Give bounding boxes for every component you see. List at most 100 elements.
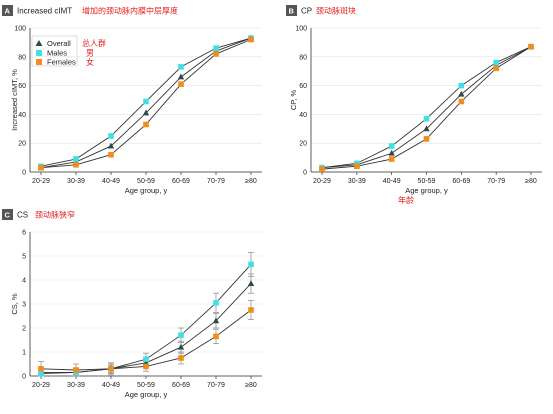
point-males bbox=[213, 45, 219, 51]
panel-a-letter: A bbox=[5, 7, 11, 16]
y-tick-label: 20 bbox=[18, 141, 26, 148]
point-overall bbox=[388, 149, 395, 156]
point-overall bbox=[177, 73, 185, 80]
point-females bbox=[108, 151, 114, 158]
y-tick-label: 2 bbox=[22, 326, 26, 333]
point-overall bbox=[247, 280, 255, 286]
x-tick-label: 70-79 bbox=[207, 178, 225, 185]
x-axis-label: Age group, y bbox=[405, 186, 448, 195]
point-males bbox=[213, 300, 219, 306]
legend-females-label: Females bbox=[47, 58, 76, 67]
x-tick-label: 30-39 bbox=[67, 382, 85, 389]
x-tick-label: 40-49 bbox=[102, 382, 120, 389]
series-line-males bbox=[321, 46, 532, 169]
panel-b-title: CP bbox=[301, 7, 312, 16]
point-females bbox=[423, 136, 430, 142]
legend-males-annotation: 男 bbox=[86, 49, 94, 58]
y-tick-label: 60 bbox=[18, 83, 26, 90]
y-axis-label: Increased cIMT, % bbox=[10, 69, 19, 131]
point-overall bbox=[423, 125, 430, 132]
panel-a-badge bbox=[2, 5, 13, 16]
point-males bbox=[423, 115, 430, 122]
panel-a-plot: 0 20 40 60 80 100 20-29 30-39 40-49 50-59 60-69 70-… bbox=[10, 26, 262, 195]
panel-c-letter: C bbox=[5, 211, 11, 220]
point-females bbox=[528, 43, 534, 50]
point-males bbox=[354, 160, 360, 167]
point-overall bbox=[212, 317, 220, 324]
panel-a-annotation: 增加的颈动脉内膜中层厚度 bbox=[82, 6, 178, 16]
point-males bbox=[178, 332, 184, 338]
x-tick-label: 20-29 bbox=[32, 178, 50, 185]
panel-c-badge bbox=[2, 209, 13, 220]
point-overall bbox=[458, 90, 465, 97]
panel-b-xlabel-annotation: 年龄 bbox=[398, 195, 414, 205]
y-tick-label: 80 bbox=[18, 54, 26, 61]
y-tick-label: 60 bbox=[299, 83, 307, 90]
x-tick-label: ≥80 bbox=[525, 178, 537, 185]
series-line-overall bbox=[321, 46, 532, 169]
point-males bbox=[73, 156, 79, 162]
point-males bbox=[388, 143, 395, 149]
panel-b-letter: B bbox=[289, 7, 295, 16]
y-axis-label: CP, % bbox=[289, 90, 298, 111]
legend-males-marker bbox=[36, 50, 42, 56]
point-males bbox=[248, 261, 254, 268]
legend-females-marker bbox=[36, 59, 42, 65]
y-tick-label: 0 bbox=[22, 374, 26, 381]
y-tick-label: 3 bbox=[22, 302, 26, 309]
point-females bbox=[319, 166, 325, 172]
x-tick-label: 60-69 bbox=[172, 178, 190, 185]
x-tick-label: ≥80 bbox=[245, 382, 257, 389]
panel-c-header: C CS 颈动脉狭窄 bbox=[2, 209, 75, 220]
legend-females-annotation: 女 bbox=[86, 57, 94, 67]
point-males bbox=[458, 82, 465, 89]
y-tick-label: 0 bbox=[303, 170, 307, 177]
point-females bbox=[493, 65, 499, 72]
point-females bbox=[213, 51, 219, 57]
point-females bbox=[38, 366, 44, 372]
x-tick-label: 60-69 bbox=[452, 178, 470, 185]
x-tick-label: 30-39 bbox=[348, 178, 366, 185]
series-line-females bbox=[321, 46, 532, 170]
point-overall bbox=[107, 142, 115, 149]
x-tick-label: 20-29 bbox=[313, 178, 331, 185]
panel-b-plot: 0 20 40 60 80 100 20-29 30-39 40-49 50-59 60-69 70-… bbox=[289, 26, 542, 195]
point-males bbox=[178, 64, 184, 70]
point-females bbox=[38, 164, 44, 171]
panel-b-header: B CP 颈动脉斑块 bbox=[286, 5, 356, 16]
panel-c-annotation: 颈动脉狭窄 bbox=[35, 210, 75, 220]
panel-b-annotation: 颈动脉斑块 bbox=[316, 6, 356, 16]
panel-a-header: A Increased cIMT 增加的颈动脉内膜中层厚度 bbox=[2, 5, 178, 16]
x-tick-label: 50-59 bbox=[137, 178, 155, 185]
point-females bbox=[388, 156, 395, 162]
point-females bbox=[248, 307, 254, 313]
point-females bbox=[143, 121, 149, 128]
legend-overall-label: Overall bbox=[47, 39, 71, 48]
x-tick-label: 30-39 bbox=[67, 178, 85, 185]
x-tick-label: 70-79 bbox=[207, 382, 225, 389]
y-tick-label: 40 bbox=[299, 112, 307, 119]
panel-c-plot: 0 1 2 3 4 5 6 20-29 30-39 40-49 50-59 60-69 70-79 ≥80… bbox=[10, 230, 262, 399]
y-axis-label: CS, % bbox=[10, 293, 19, 315]
panel-a-title: Increased cIMT bbox=[17, 7, 72, 16]
point-overall bbox=[177, 343, 185, 350]
point-females bbox=[248, 36, 254, 43]
point-females bbox=[73, 162, 79, 168]
y-tick-label: 0 bbox=[22, 170, 26, 177]
x-tick-label: 60-69 bbox=[172, 382, 190, 389]
point-males bbox=[108, 133, 114, 139]
x-tick-label: 20-29 bbox=[32, 382, 50, 389]
x-tick-label: 40-49 bbox=[102, 178, 120, 185]
point-overall bbox=[142, 109, 150, 116]
point-females bbox=[178, 355, 184, 361]
legend-overall-marker bbox=[35, 40, 43, 46]
y-tick-label: 4 bbox=[22, 278, 26, 285]
legend-overall-annotation: 总人群 bbox=[82, 38, 106, 48]
x-axis-label: Age group, y bbox=[125, 186, 168, 195]
y-tick-label: 6 bbox=[22, 230, 26, 237]
x-tick-label: ≥80 bbox=[245, 178, 257, 185]
y-tick-label: 100 bbox=[295, 26, 307, 33]
x-tick-label: 50-59 bbox=[137, 382, 155, 389]
point-females bbox=[458, 98, 465, 105]
